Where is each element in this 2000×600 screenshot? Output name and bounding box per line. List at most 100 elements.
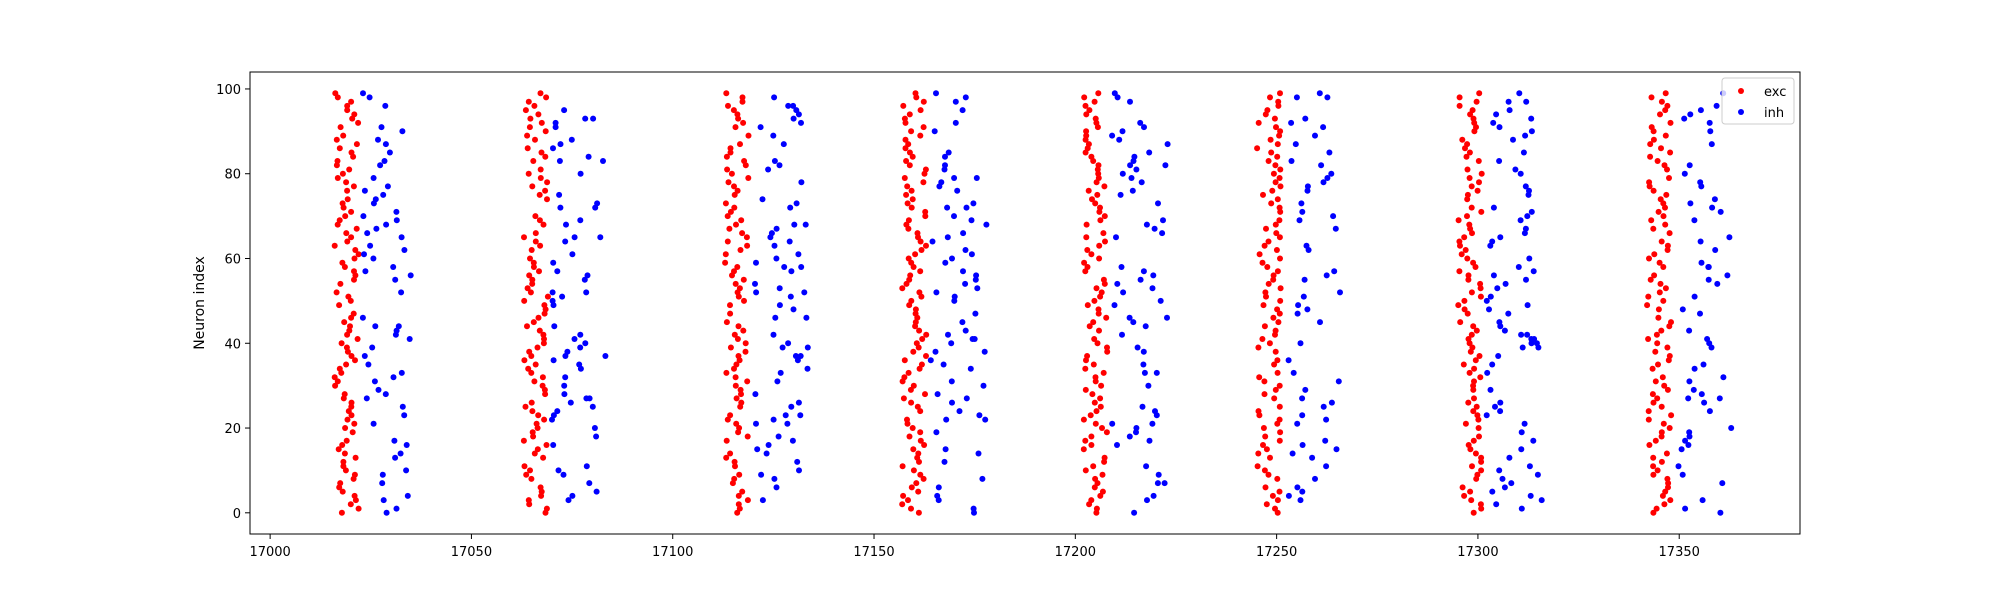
spike-exc [355,505,362,512]
spike-exc [1466,175,1473,181]
spike-exc [1269,187,1276,194]
spike-inh [577,331,584,338]
spike-exc [529,408,536,415]
spike-exc [725,102,731,109]
spike-inh [770,416,777,423]
spike-exc [1276,382,1283,389]
spike-exc [723,369,730,376]
spike-exc [917,437,924,444]
spike-inh [1297,340,1304,347]
spike-inh [361,353,368,359]
spike-inh [1687,200,1694,207]
spike-inh [365,361,372,368]
spike-inh [565,497,572,504]
spike-exc [739,230,746,237]
spike-exc [531,378,538,385]
spike-exc [1094,340,1101,347]
spike-exc [1262,289,1269,296]
spike-exc [1099,471,1106,478]
spike-exc [1274,475,1281,482]
spike-exc [1098,289,1105,296]
spike-inh [952,98,959,105]
spike-exc [905,369,912,376]
spike-exc [1466,149,1473,156]
spike-inh [581,276,588,283]
spike-inh [1111,90,1118,97]
spike-exc [731,191,738,198]
spike-inh [1126,314,1133,321]
spike-exc [1658,458,1665,465]
spike-inh [373,225,380,232]
spike-inh [1143,221,1150,228]
spike-inh [403,442,410,448]
spike-exc [339,170,346,177]
spike-inh [1490,272,1497,279]
spike-inh [792,353,799,359]
spike-exc [727,450,734,457]
spike-exc [1468,331,1475,338]
spike-exc [1260,425,1267,431]
spike-inh [1304,183,1311,190]
spike-exc [1093,285,1100,292]
spike-exc [1476,433,1482,440]
spike-exc [1472,357,1479,364]
spike-inh [1522,183,1529,190]
spike-inh [931,128,938,135]
spike-exc [744,378,751,385]
spike-exc [525,170,532,177]
spike-exc [914,230,921,237]
spike-exc [1465,336,1472,342]
spike-exc [900,492,907,499]
spike-exc [912,306,919,313]
spike-inh [1290,369,1297,376]
spike-inh [1707,128,1714,135]
spike-inh [786,238,793,245]
spike-exc [351,420,358,427]
spike-exc [1466,221,1473,228]
spike-exc [352,357,358,364]
spike-exc [1272,505,1278,512]
spike-exc [1081,94,1088,101]
spike-inh [1142,323,1149,330]
spike-inh [1294,420,1301,427]
spike-exc [336,217,343,224]
spike-inh [1681,115,1688,122]
spike-inh [788,403,795,410]
spike-exc [722,200,729,207]
spike-exc [725,179,732,186]
spike-exc [1653,505,1660,512]
spike-exc [905,141,912,148]
spike-exc [1272,348,1279,355]
spike-inh [782,412,789,419]
spike-inh [1687,111,1694,118]
spike-inh [797,353,804,359]
spike-inh [1292,141,1299,148]
spike-exc [1467,488,1474,495]
spike-inh [1709,204,1716,211]
spike-exc [1091,399,1098,406]
spike-exc [1272,162,1279,169]
spike-exc [1470,323,1477,330]
spike-exc [923,331,930,338]
spike-inh [763,450,770,457]
spike-exc [336,365,343,372]
spike-inh [382,391,389,398]
spike-exc [353,225,360,232]
spike-exc [1662,285,1669,292]
spike-exc [354,336,361,342]
spike-exc [1256,374,1263,381]
spike-exc [1272,386,1279,393]
spike-inh [363,395,370,402]
spike-exc [1664,102,1671,109]
spike-exc [528,369,535,376]
spike-exc [544,293,551,300]
spike-exc [1255,408,1262,415]
spike-exc [1664,242,1671,249]
spike-exc [1268,200,1275,207]
spike-inh [1128,175,1135,181]
spike-exc [1099,488,1106,495]
spike-inh [798,264,805,270]
spike-inh [1312,475,1318,482]
spike-exc [735,492,742,499]
spike-exc [352,247,359,253]
